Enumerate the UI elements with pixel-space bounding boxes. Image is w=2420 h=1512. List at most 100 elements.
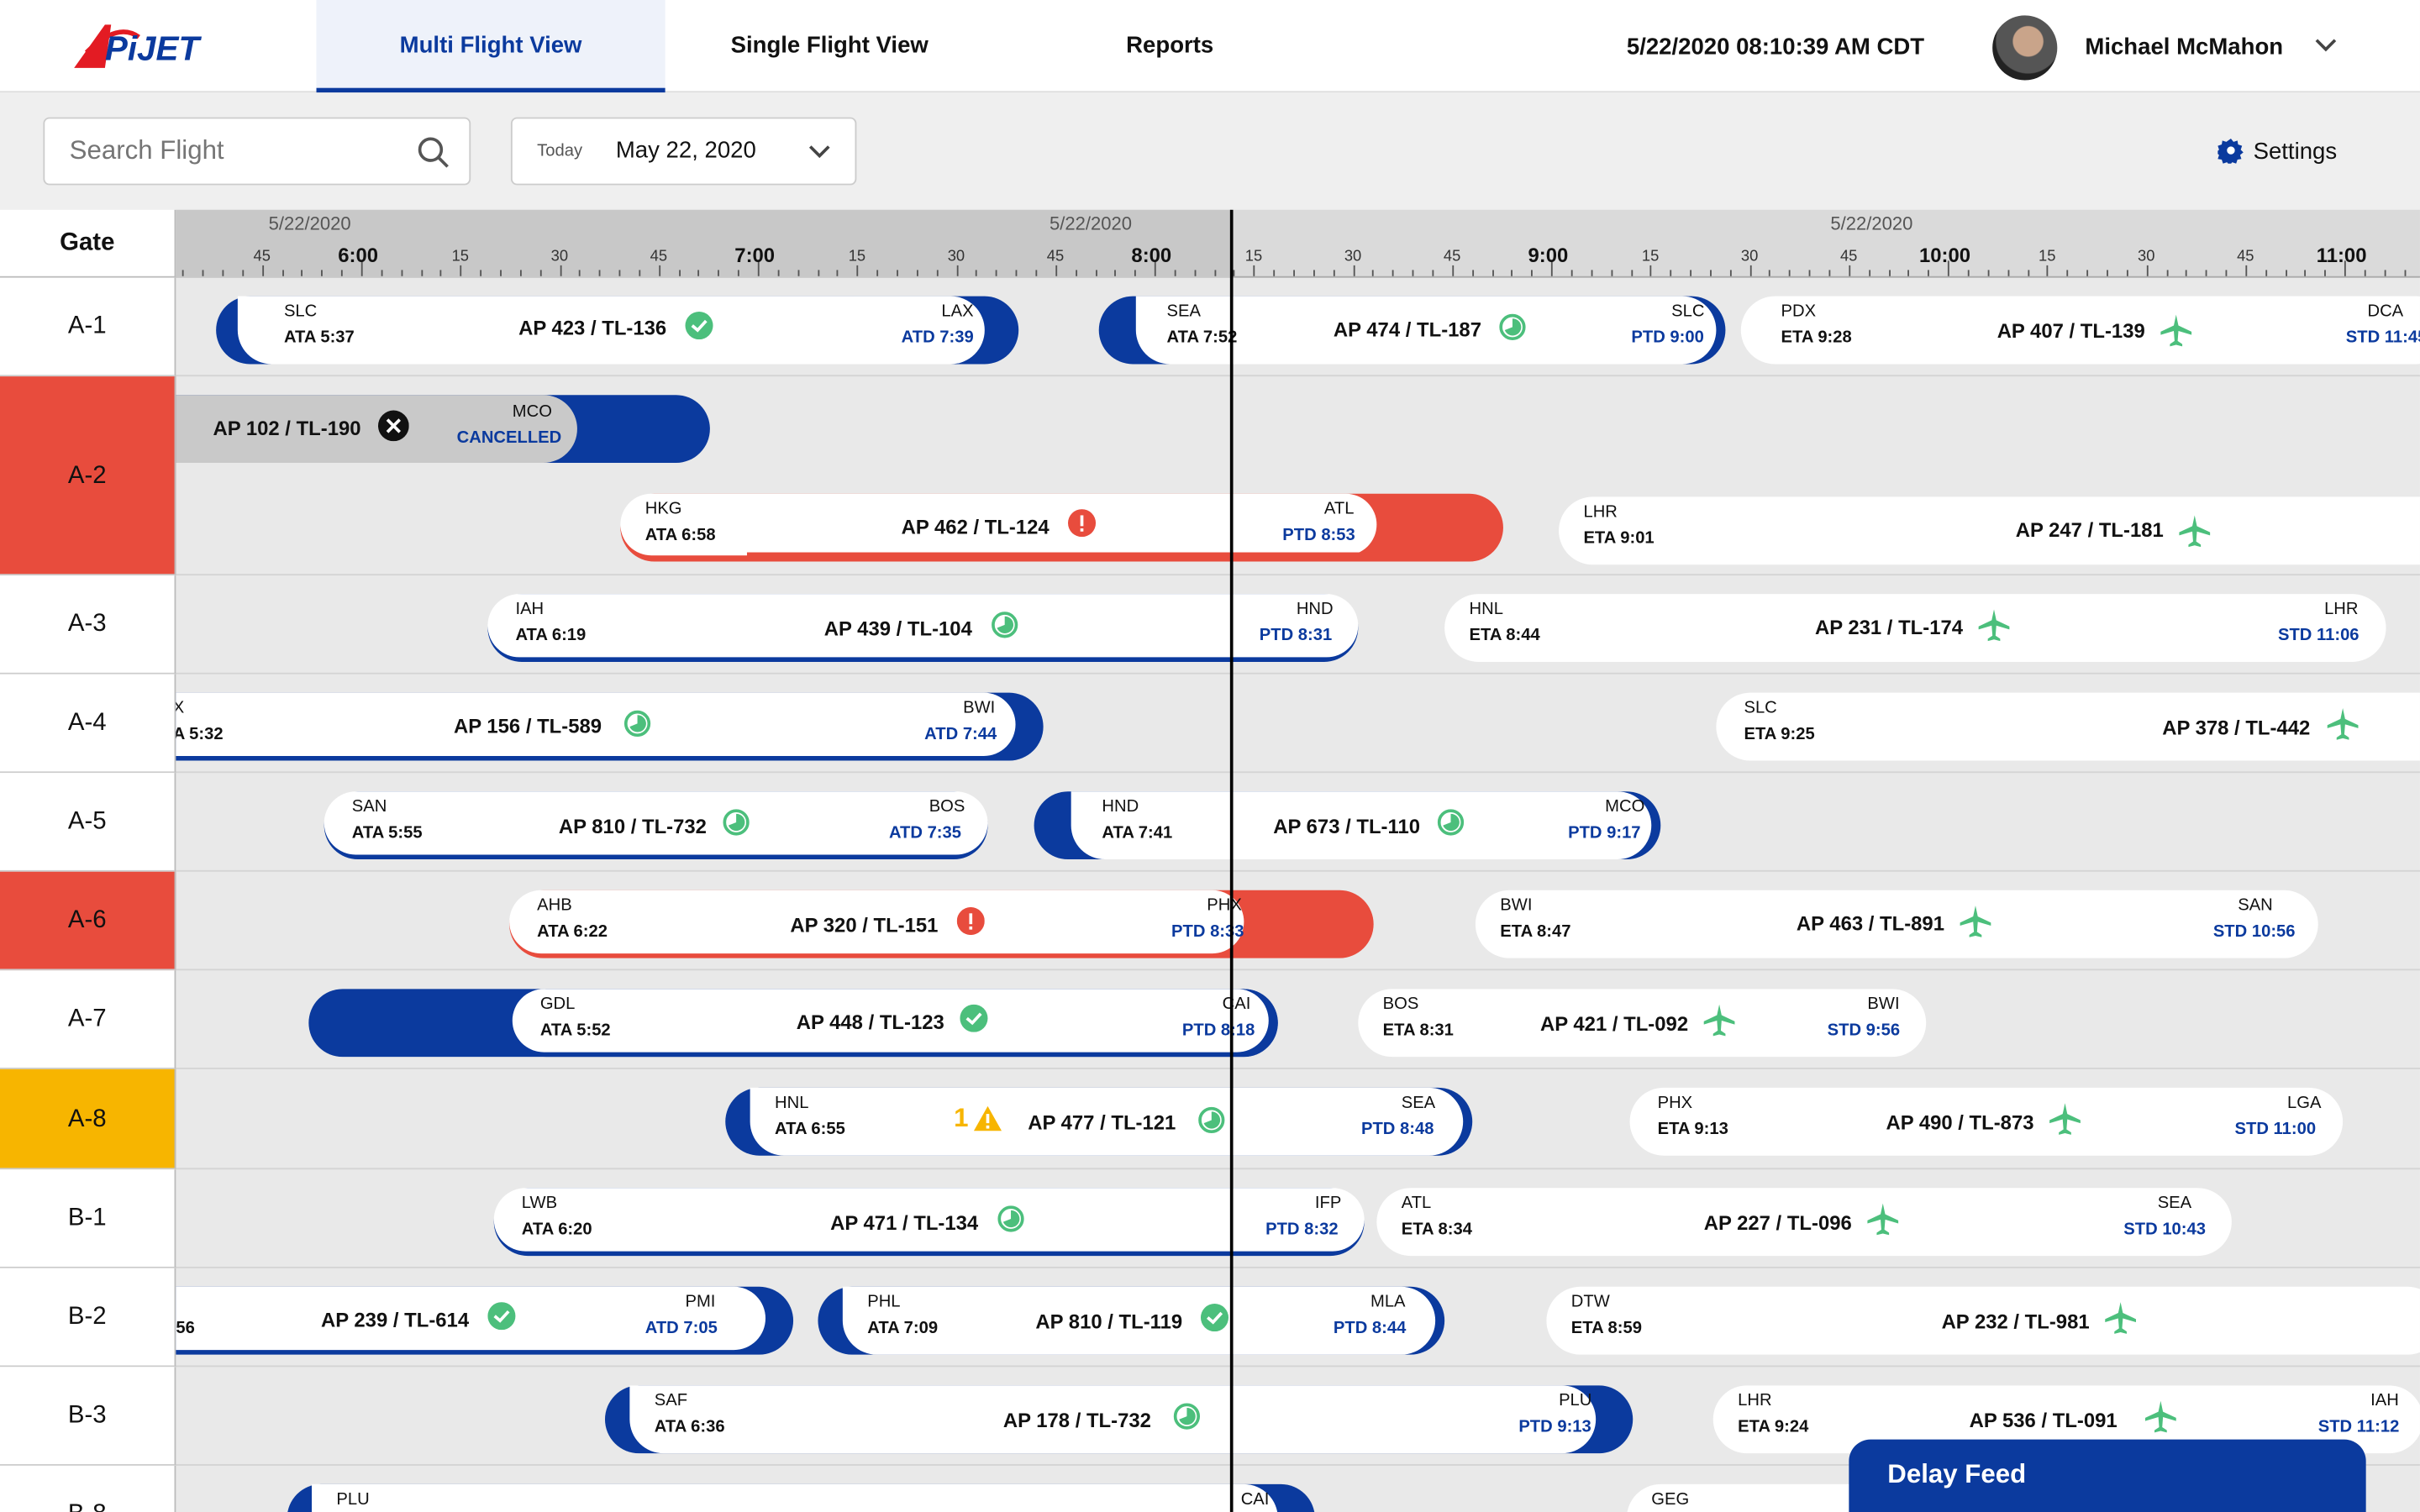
origin-code: HNL [775,1094,809,1113]
ruler-tick [1213,270,1216,276]
delay-feed-button[interactable]: Delay Feed [1849,1439,2366,1512]
flight-number: AP 490 / TL-873 [1886,1110,2034,1134]
gate-a-2[interactable]: A-2 [0,376,176,576]
destination-code: PMI [685,1293,716,1312]
gate-label: B-3 [67,1402,107,1429]
toolbar: Today May 22, 2020 Settings [0,92,2420,210]
flight-bar[interactable]: GDL ATA 5:52 AP 448 / TL-123 CAI PTD 8:18 [308,989,1278,1058]
flight-bar[interactable]: PDX ETA 9:28 AP 407 / TL-139 DCA STD 11:45 [1740,296,2420,365]
gate-b-1[interactable]: B-1 [0,1169,176,1268]
gate-row: IAH ATA 6:19 AP 439 / TL-104 HND PTD 8:31 HNL… [176,575,2420,675]
flight-bar[interactable]: LWB ATA 6:20 AP 471 / TL-134 IFP PTD 8:32 [493,1188,1365,1257]
ruler-tick [222,270,224,276]
origin-code: ATL [1401,1194,1432,1213]
date-picker[interactable]: Today May 22, 2020 [510,117,857,186]
origin-code: HKG [644,500,682,519]
flight-bar-segment [176,395,577,464]
ruler-tick [1987,270,1990,276]
destination-code: SLC [1671,302,1705,322]
ruler-tick [519,270,522,276]
flight-bar[interactable]: LHR ETA 9:01 AP 247 / TL-181 [1559,496,2420,565]
arrival-time: ATA 5:52 [539,1021,611,1040]
search-input[interactable] [69,135,409,167]
departure-time: STD 9:56 [1827,1021,1901,1040]
ruler-tick [1868,270,1870,276]
ruler-tick [360,260,363,276]
flight-bar[interactable]: SLC ETA 9:25 AP 378 / TL-442 [1716,692,2420,761]
gate-a-6[interactable]: A-6 [0,871,176,971]
flight-bar[interactable]: PLU CAI [287,1483,1315,1512]
tab-reports[interactable]: Reports [1126,32,1214,59]
flight-number: AP 320 / TL-151 [790,913,939,937]
gate-a-4[interactable]: A-4 [0,674,176,774]
flight-bar[interactable]: PHL ATA 7:09 AP 810 / TL-119 MLA PTD 8:44 [818,1286,1445,1355]
ruler-tick [817,270,819,276]
flight-bar[interactable]: IAH ATA 6:19 AP 439 / TL-104 HND PTD 8:31 [487,594,1359,662]
plane-icon [1701,1001,1738,1043]
flight-bar[interactable]: LHR ETA 9:24 AP 536 / TL-091 IAH STD 11:12 [1712,1385,2420,1454]
ruler-tick [2206,270,2207,276]
gate-a-3[interactable]: A-3 [0,575,176,675]
gate-a-8[interactable]: A-8 [0,1068,176,1170]
flight-bar[interactable]: HKG ATA 6:58 AP 462 / TL-124 ATL PTD 8:53 [620,493,1503,562]
flight-bar[interactable]: HNL ETA 8:44 AP 231 / TL-174 LHR STD 11:06 [1444,594,2386,662]
progress-icon [623,710,651,743]
flight-bar[interactable]: HND ATA 7:41 AP 673 / TL-110 MCO PTD 9:17 [1034,791,1661,860]
plane-icon [1975,606,2012,648]
gate-b-8[interactable]: B-8 [0,1465,176,1512]
gate-b-3[interactable]: B-3 [0,1367,176,1466]
tab-multi-flight-view[interactable]: Multi Flight View [316,0,666,93]
gate-b-2[interactable]: B-2 [0,1268,176,1368]
flight-bar[interactable]: DTW ETA 8:59 AP 232 / TL-981 [1546,1286,2420,1355]
ruler-tick [1789,270,1791,276]
gate-a-7[interactable]: A-7 [0,970,176,1069]
ruler-tick [1630,270,1633,276]
plane-icon [2142,1398,2179,1440]
ruler-tick [897,270,898,276]
settings-button[interactable]: Settings [2215,137,2337,166]
flight-bar-segment [512,989,1269,1053]
gate-a-1[interactable]: A-1 [0,277,176,377]
flight-bar-segment [509,890,1244,954]
flight-bar[interactable]: HNL ATA 6:55 AP 477 / TL-121 SEA PTD 8:48 1 [725,1087,1473,1156]
flight-bar[interactable]: PHX ETA 9:13 AP 490 / TL-873 LGA STD 11:00 [1629,1087,2344,1156]
gate-a-5[interactable]: A-5 [0,773,176,872]
departure-time: PTD 9:13 [1518,1417,1591,1436]
ruler-tick [2245,265,2248,276]
flight-bar[interactable]: ATL ETA 8:34 AP 227 / TL-096 SEA STD 10:43 [1376,1188,2232,1257]
departure-time: ATD 7:44 [924,725,997,744]
tab-single-flight-view[interactable]: Single Flight View [730,32,929,59]
flight-bar[interactable]: BWI ETA 8:47 AP 463 / TL-891 SAN STD 10:56 [1475,890,2318,958]
check-circle-icon [960,1004,988,1037]
flight-bar[interactable]: SEA ATA 7:52 AP 474 / TL-187 SLC PTD 9:00 [1098,296,1726,365]
ruler-tick [1134,270,1137,276]
destination-code: LGA [2286,1094,2322,1113]
ruler-tick [1333,270,1335,276]
progress-icon [991,611,1018,643]
arrival-time: ATA 6:55 [775,1120,845,1139]
plane-icon [2102,1299,2139,1341]
ruler-tick [400,270,402,276]
flight-bar[interactable]: SAF ATA 6:36 AP 178 / TL-732 PLU PTD 9:13 [604,1385,1634,1454]
flight-bar[interactable]: AP 102 / TL-190 MCO CANCELLED [176,395,710,464]
minute-label: 30 [1740,248,1759,265]
ruler-tick [1769,270,1771,276]
flight-number: AP 463 / TL-891 [1796,911,1945,936]
chevron-down-icon[interactable] [2315,37,2337,52]
apijet-logo[interactable]: PiJET [71,18,209,74]
flight-bar[interactable]: AHB ATA 6:22 AP 320 / TL-151 PHX PTD 8:33 [509,890,1374,958]
flight-bar[interactable]: SAN ATA 5:55 AP 810 / TL-732 BOS ATD 7:35 [324,791,988,860]
ruler-tick [1491,270,1494,276]
departure-time: ATD 7:35 [888,823,962,843]
avatar[interactable] [1992,15,2058,81]
flight-bar[interactable]: 56 AP 239 / TL-614 PMI ATD 7:05 [176,1286,794,1355]
flight-bar[interactable]: BOS ETA 8:31 AP 421 / TL-092 BWI STD 9:56 [1358,989,1927,1058]
search-box[interactable] [43,117,471,186]
chevron-down-icon[interactable] [808,144,830,159]
flight-bar[interactable]: X A 5:32 AP 156 / TL-589 BWI ATD 7:44 [176,692,1044,761]
user-name[interactable]: Michael McMahon [2085,34,2284,60]
flight-bar[interactable]: SLC ATA 5:37 AP 423 / TL-136 LAX ATD 7:39 [216,296,1019,365]
ruler-tick [2404,270,2406,276]
search-icon[interactable] [417,136,450,170]
plane-icon [2176,512,2213,554]
